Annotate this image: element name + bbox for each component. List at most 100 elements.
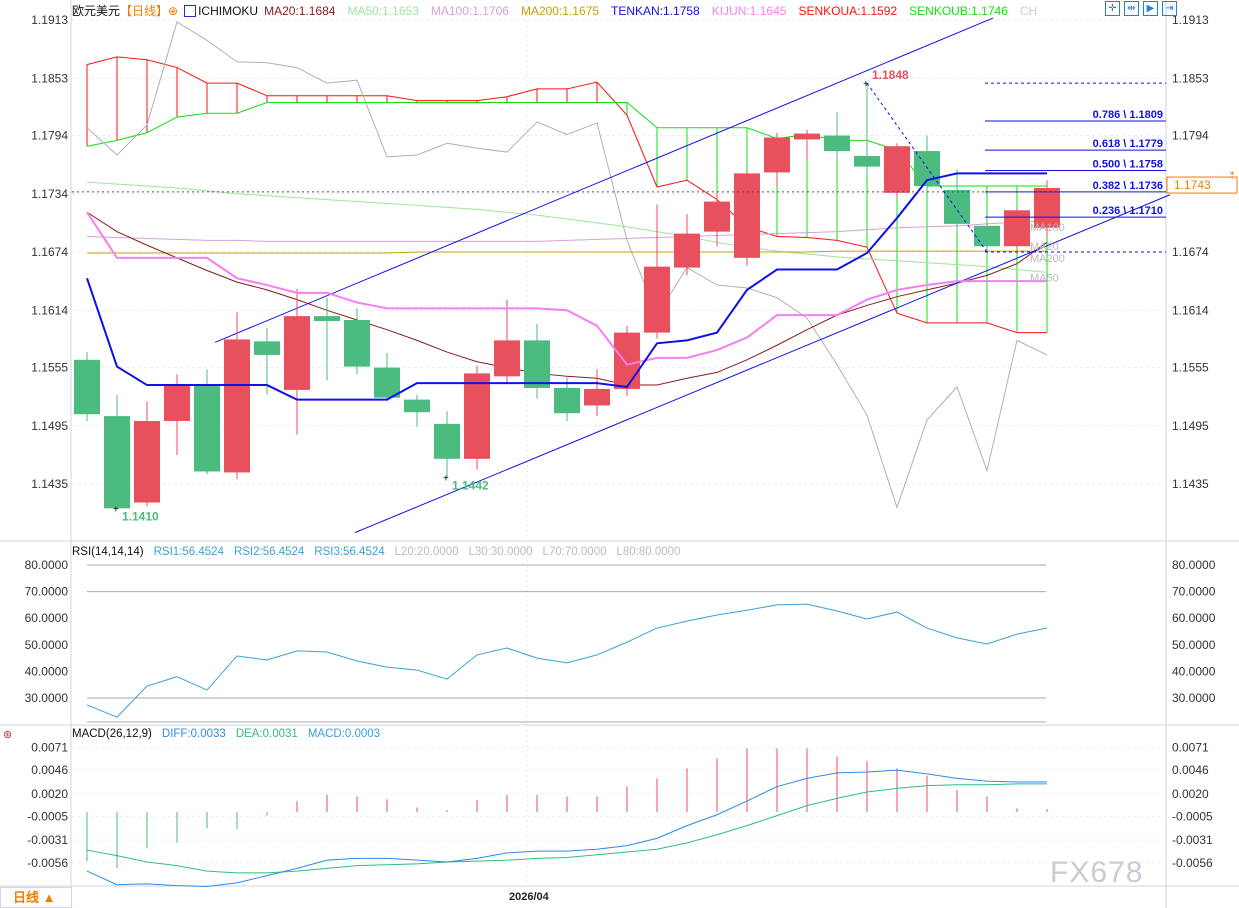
candle-body — [434, 423, 460, 459]
macd-value: MACD:0.0003 — [307, 728, 381, 740]
candle-body — [644, 266, 670, 333]
right-price-tick: 1.1674 — [1172, 245, 1209, 259]
right-rsi-tick: 30.0000 — [1172, 691, 1216, 705]
extreme-price-label: 1.1848 — [872, 68, 909, 82]
candle-body — [314, 316, 340, 321]
candle-body — [134, 420, 160, 503]
candle-body — [674, 233, 700, 268]
candle-body — [254, 341, 280, 355]
candle-body — [374, 367, 400, 398]
extreme-marker: + — [863, 79, 869, 90]
fib-diagonal — [866, 82, 988, 253]
candle-body — [344, 320, 370, 367]
right-rsi-tick: 50.0000 — [1172, 638, 1216, 652]
left-price-tick: 1.1614 — [31, 303, 68, 317]
tenkan-line — [86, 172, 1047, 401]
ma50-value: MA50:1.1653 — [347, 3, 419, 18]
crosshair-tool-icon[interactable]: ✛ — [1105, 1, 1120, 16]
candle-body — [884, 146, 910, 193]
diff-value: DIFF:0.0033 — [161, 728, 226, 740]
candle-body — [74, 359, 100, 415]
current-price-label: 1.1743 — [1174, 178, 1211, 192]
left-macd-tick: 0.0020 — [31, 787, 68, 801]
extreme-price-label: 1.1410 — [122, 509, 159, 523]
candle-body — [824, 135, 850, 152]
candle-body — [404, 399, 430, 413]
indicator-name[interactable]: ICHIMOKU — [198, 3, 259, 18]
left-price-tick: 1.1853 — [31, 71, 68, 85]
candle-body — [1004, 210, 1030, 247]
rsi-title: RSI(14,14,14) — [72, 546, 144, 558]
left-rsi-tick: 70.0000 — [25, 585, 69, 599]
right-price-tick: 1.1913 — [1172, 13, 1209, 27]
right-price-tick: 1.1853 — [1172, 71, 1209, 85]
left-price-tick: 1.1674 — [31, 245, 68, 259]
right-rsi-tick: 70.0000 — [1172, 585, 1216, 599]
fib-level-label: 0.382 \ 1.1736 — [1093, 180, 1163, 192]
candle-body — [104, 416, 130, 509]
ma20-value: MA20:1.1684 — [264, 3, 336, 18]
left-price-tick: 1.1913 — [31, 13, 68, 27]
ma100-value: MA100:1.1706 — [430, 3, 509, 18]
zoom-fit-icon[interactable]: ⇹ — [1124, 1, 1139, 16]
ma-end-label: MA50 — [1030, 272, 1059, 284]
kijun-value: KIJUN:1.1645 — [711, 3, 787, 18]
rsi-l80: L80:80.0000 — [616, 546, 681, 558]
fib-level-label: 0.786 \ 1.1809 — [1093, 109, 1163, 121]
candle-body — [764, 137, 790, 173]
watermark-logo: FX678 — [1050, 856, 1144, 889]
right-rsi-tick: 40.0000 — [1172, 664, 1216, 678]
left-rsi-tick: 50.0000 — [25, 638, 69, 652]
left-rsi-tick: 80.0000 — [25, 558, 69, 572]
left-rsi-tick: 40.0000 — [25, 664, 69, 678]
ma-end-label: MA100 — [1030, 222, 1065, 234]
symbol-name: 欧元美元 — [72, 4, 121, 18]
right-price-tick: 1.1495 — [1172, 419, 1209, 433]
chikou-label: CH — [1019, 3, 1038, 18]
rsi-l20: L20:20.0000 — [394, 546, 459, 558]
macd-settings-icon[interactable]: ⊛ — [3, 729, 13, 741]
left-macd-tick: -0.0005 — [27, 810, 68, 824]
right-price-tick: 1.1435 — [1172, 477, 1209, 491]
dea-line — [86, 783, 1047, 874]
extreme-marker: + — [113, 504, 119, 515]
rsi-line — [86, 603, 1048, 718]
candle-body — [164, 386, 190, 421]
candle-body — [1034, 187, 1060, 228]
left-price-tick: 1.1435 — [31, 477, 68, 491]
indicator-icon[interactable] — [184, 4, 197, 17]
fib-level-label: 0.618 \ 1.1779 — [1093, 138, 1163, 150]
period-label[interactable]: 【日线】 — [120, 4, 169, 18]
fib-level-label: 0.236 \ 1.1710 — [1093, 205, 1163, 217]
x-axis-date-label: 2026/04 — [509, 891, 549, 903]
candle-body — [494, 340, 520, 377]
crosshair-icon[interactable]: ⊕ — [168, 3, 179, 18]
candle-body — [284, 316, 310, 390]
rsi2-value: RSI2:56.4524 — [233, 546, 305, 558]
ma-end-label: MA200 — [1030, 253, 1065, 265]
macd-title: MACD(26,12,9) — [72, 728, 152, 740]
period-selector-button[interactable]: 日线 ▲ — [0, 887, 72, 908]
candle-body — [734, 173, 760, 258]
right-price-tick: 1.1614 — [1172, 303, 1209, 317]
trendline — [214, 17, 994, 343]
candle-body — [584, 388, 610, 406]
senkoub-value: SENKOUB:1.1746 — [909, 3, 1008, 18]
left-macd-tick: 0.0071 — [31, 740, 68, 754]
left-price-tick: 1.1495 — [31, 419, 68, 433]
right-macd-tick: -0.0031 — [1172, 833, 1213, 847]
left-macd-tick: 0.0046 — [31, 763, 68, 777]
diff-line — [86, 769, 1047, 888]
chikou-line — [86, 21, 1048, 509]
rsi-l70: L70:70.0000 — [542, 546, 607, 558]
scroll-end-icon[interactable]: ▶ — [1143, 1, 1158, 16]
price-header: 欧元美元 【日线】 ⊕ ICHIMOKU MA20:1.1684 MA50:1.… — [72, 2, 1037, 19]
right-macd-tick: 0.0071 — [1172, 740, 1209, 754]
candle-body — [554, 387, 580, 414]
dea-value: DEA:0.0031 — [235, 728, 298, 740]
left-price-tick: 1.1734 — [31, 187, 68, 201]
left-rsi-tick: 30.0000 — [25, 691, 69, 705]
exit-fullscreen-icon[interactable]: ⇥ — [1162, 1, 1177, 16]
rsi-header: RSI(14,14,14) RSI1:56.4524 RSI2:56.4524 … — [72, 546, 680, 558]
tenkan-value: TENKAN:1.1758 — [611, 3, 700, 18]
